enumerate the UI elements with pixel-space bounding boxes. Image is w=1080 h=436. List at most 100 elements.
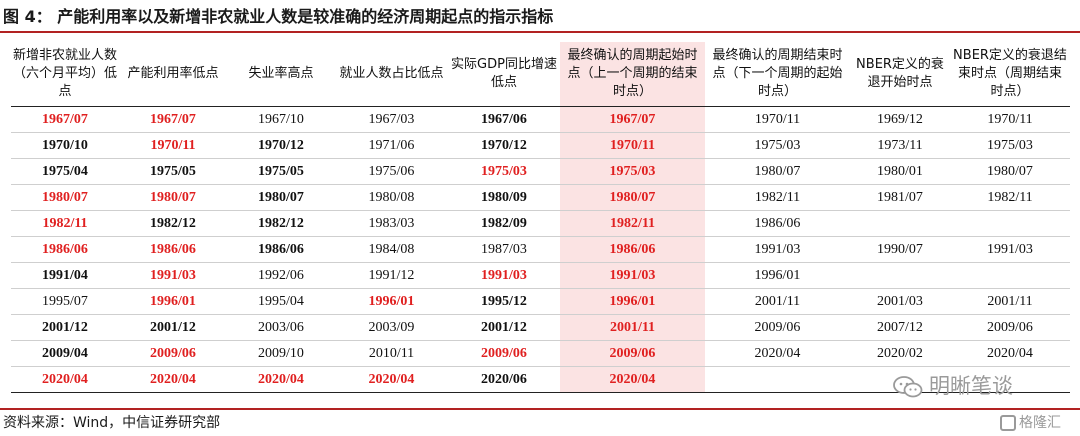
table-cell: 1991/03 (950, 236, 1070, 263)
table-cell: 2010/11 (335, 340, 448, 367)
table-cell: 1996/01 (705, 262, 850, 289)
gelonghui-watermark-text: 格隆汇 (1019, 415, 1061, 431)
table-cell: 1975/05 (227, 158, 335, 185)
table-cell: 1991/03 (119, 262, 227, 289)
table-cell: 1982/12 (227, 210, 335, 237)
table-cell: 2001/03 (850, 288, 950, 315)
table-cell (950, 262, 1070, 289)
col-header-employment-ratio-low: 就业人数占比低点 (335, 42, 448, 107)
table-cell: 1982/09 (448, 210, 560, 237)
table-cell: 2020/04 (705, 340, 850, 367)
table-cell: 1980/07 (950, 158, 1070, 185)
table-cell: 1983/03 (335, 210, 448, 237)
table-cell: 1967/07 (560, 106, 705, 133)
table-cell: 1975/03 (448, 158, 560, 185)
table-row: 2001/12 2001/12 2003/06 2003/09 2001/12 2001/… (11, 314, 1070, 341)
table-cell: 1975/03 (705, 132, 850, 159)
table-cell: 1975/05 (119, 158, 227, 185)
table-cell: 1967/03 (335, 106, 448, 133)
table-cell: 1970/12 (448, 132, 560, 159)
table-row: 2020/04 2020/04 2020/04 2020/04 2020/06 2020/… (11, 366, 1070, 393)
table-cell: 1982/11 (705, 184, 850, 211)
table-cell: 2009/06 (448, 340, 560, 367)
col-header-confirmed-cycle-end: 最终确认的周期结束时点（下一个周期的起始时点） (705, 42, 850, 107)
table-cell: 2001/11 (560, 314, 705, 341)
table-cell (705, 366, 850, 393)
table-cell: 2001/11 (950, 288, 1070, 315)
table-cell: 1990/07 (850, 236, 950, 263)
table-cell: 1975/04 (11, 158, 119, 185)
cycle-indicator-table: 新增非农就业人数（六个月平均）低点 产能利用率低点 失业率高点 就业人数占比低点… (11, 42, 1070, 393)
table-cell: 2009/10 (227, 340, 335, 367)
table-cell: 2020/06 (448, 366, 560, 393)
header-row: 新增非农就业人数（六个月平均）低点 产能利用率低点 失业率高点 就业人数占比低点… (11, 42, 1070, 107)
table-cell: 1980/07 (11, 184, 119, 211)
table-cell: 1975/03 (560, 158, 705, 185)
table-cell: 1970/11 (950, 106, 1070, 133)
table-row: 1995/07 1996/01 1995/04 1996/01 1995/12 1996/… (11, 288, 1070, 315)
col-header-confirmed-cycle-start: 最终确认的周期起始时点（上一个周期的结束时点） (560, 42, 705, 107)
table-cell: 1982/11 (950, 184, 1070, 211)
table-cell: 1967/10 (227, 106, 335, 133)
table-cell: 1987/03 (448, 236, 560, 263)
table-cell: 1980/07 (705, 158, 850, 185)
source-note: 资料来源：Wind，中信证券研究部 (3, 415, 221, 431)
table-cell: 1996/01 (560, 288, 705, 315)
table-cell: 1992/06 (227, 262, 335, 289)
table-cell: 2003/09 (335, 314, 448, 341)
bottom-rule (0, 408, 1080, 410)
gelonghui-watermark: 格隆汇 (1000, 413, 1061, 433)
table-cell: 1991/12 (335, 262, 448, 289)
table-cell (950, 366, 1070, 393)
col-header-nber-recession-end: NBER定义的衰退结束时点（周期结束时点） (950, 42, 1070, 107)
table-cell (950, 210, 1070, 237)
table-cell: 1995/07 (11, 288, 119, 315)
table-cell: 2009/06 (950, 314, 1070, 341)
col-header-nonfarm-payroll-low: 新增非农就业人数（六个月平均）低点 (11, 42, 119, 107)
table-cell (850, 262, 950, 289)
top-rule (0, 31, 1080, 33)
col-header-real-gdp-growth-low: 实际GDP同比增速低点 (448, 42, 560, 107)
table-row: 1975/04 1975/05 1975/05 1975/06 1975/03 1975/… (11, 158, 1070, 185)
table-cell: 1986/06 (119, 236, 227, 263)
table-cell: 1970/10 (11, 132, 119, 159)
table-cell: 1970/11 (119, 132, 227, 159)
table-cell: 2020/02 (850, 340, 950, 367)
table-cell: 1973/11 (850, 132, 950, 159)
table-cell: 2007/12 (850, 314, 950, 341)
col-header-unemployment-high: 失业率高点 (227, 42, 335, 107)
table-cell: 1967/07 (119, 106, 227, 133)
table-row: 1982/11 1982/12 1982/12 1983/03 1982/09 1982/… (11, 210, 1070, 237)
table-cell: 1982/11 (560, 210, 705, 237)
wechat-icon (893, 376, 923, 398)
table-cell: 1984/08 (335, 236, 448, 263)
table-row: 2009/04 2009/06 2009/10 2010/11 2009/06 2009/… (11, 340, 1070, 367)
table-cell: 2009/06 (560, 340, 705, 367)
table-cell: 1970/11 (560, 132, 705, 159)
table-cell: 2020/04 (335, 366, 448, 393)
table-row: 1986/06 1986/06 1986/06 1984/08 1987/03 1986/… (11, 236, 1070, 263)
col-header-nber-recession-start: NBER定义的衰退开始时点 (850, 42, 950, 107)
wechat-watermark-text: 明晰笔谈 (929, 374, 1013, 398)
table-row: 1967/07 1967/07 1967/10 1967/03 1967/06 1967/… (11, 106, 1070, 133)
table-cell: 1996/01 (335, 288, 448, 315)
table-cell: 1980/07 (119, 184, 227, 211)
table-cell: 1980/07 (560, 184, 705, 211)
table-cell: 1982/11 (11, 210, 119, 237)
table-cell: 1970/11 (705, 106, 850, 133)
table-cell: 1980/09 (448, 184, 560, 211)
table-cell: 1991/03 (448, 262, 560, 289)
table-cell: 1991/04 (11, 262, 119, 289)
table-cell: 2003/06 (227, 314, 335, 341)
gelonghui-logo-icon (1000, 415, 1016, 431)
table-cell: 1975/06 (335, 158, 448, 185)
table-cell: 1975/03 (950, 132, 1070, 159)
table-cell: 1986/06 (705, 210, 850, 237)
table-cell: 1981/07 (850, 184, 950, 211)
table-cell: 2009/04 (11, 340, 119, 367)
table-cell: 1982/12 (119, 210, 227, 237)
table-cell: 2001/11 (705, 288, 850, 315)
table-cell: 1986/06 (227, 236, 335, 263)
table-cell: 2009/06 (705, 314, 850, 341)
table-cell: 1967/07 (11, 106, 119, 133)
